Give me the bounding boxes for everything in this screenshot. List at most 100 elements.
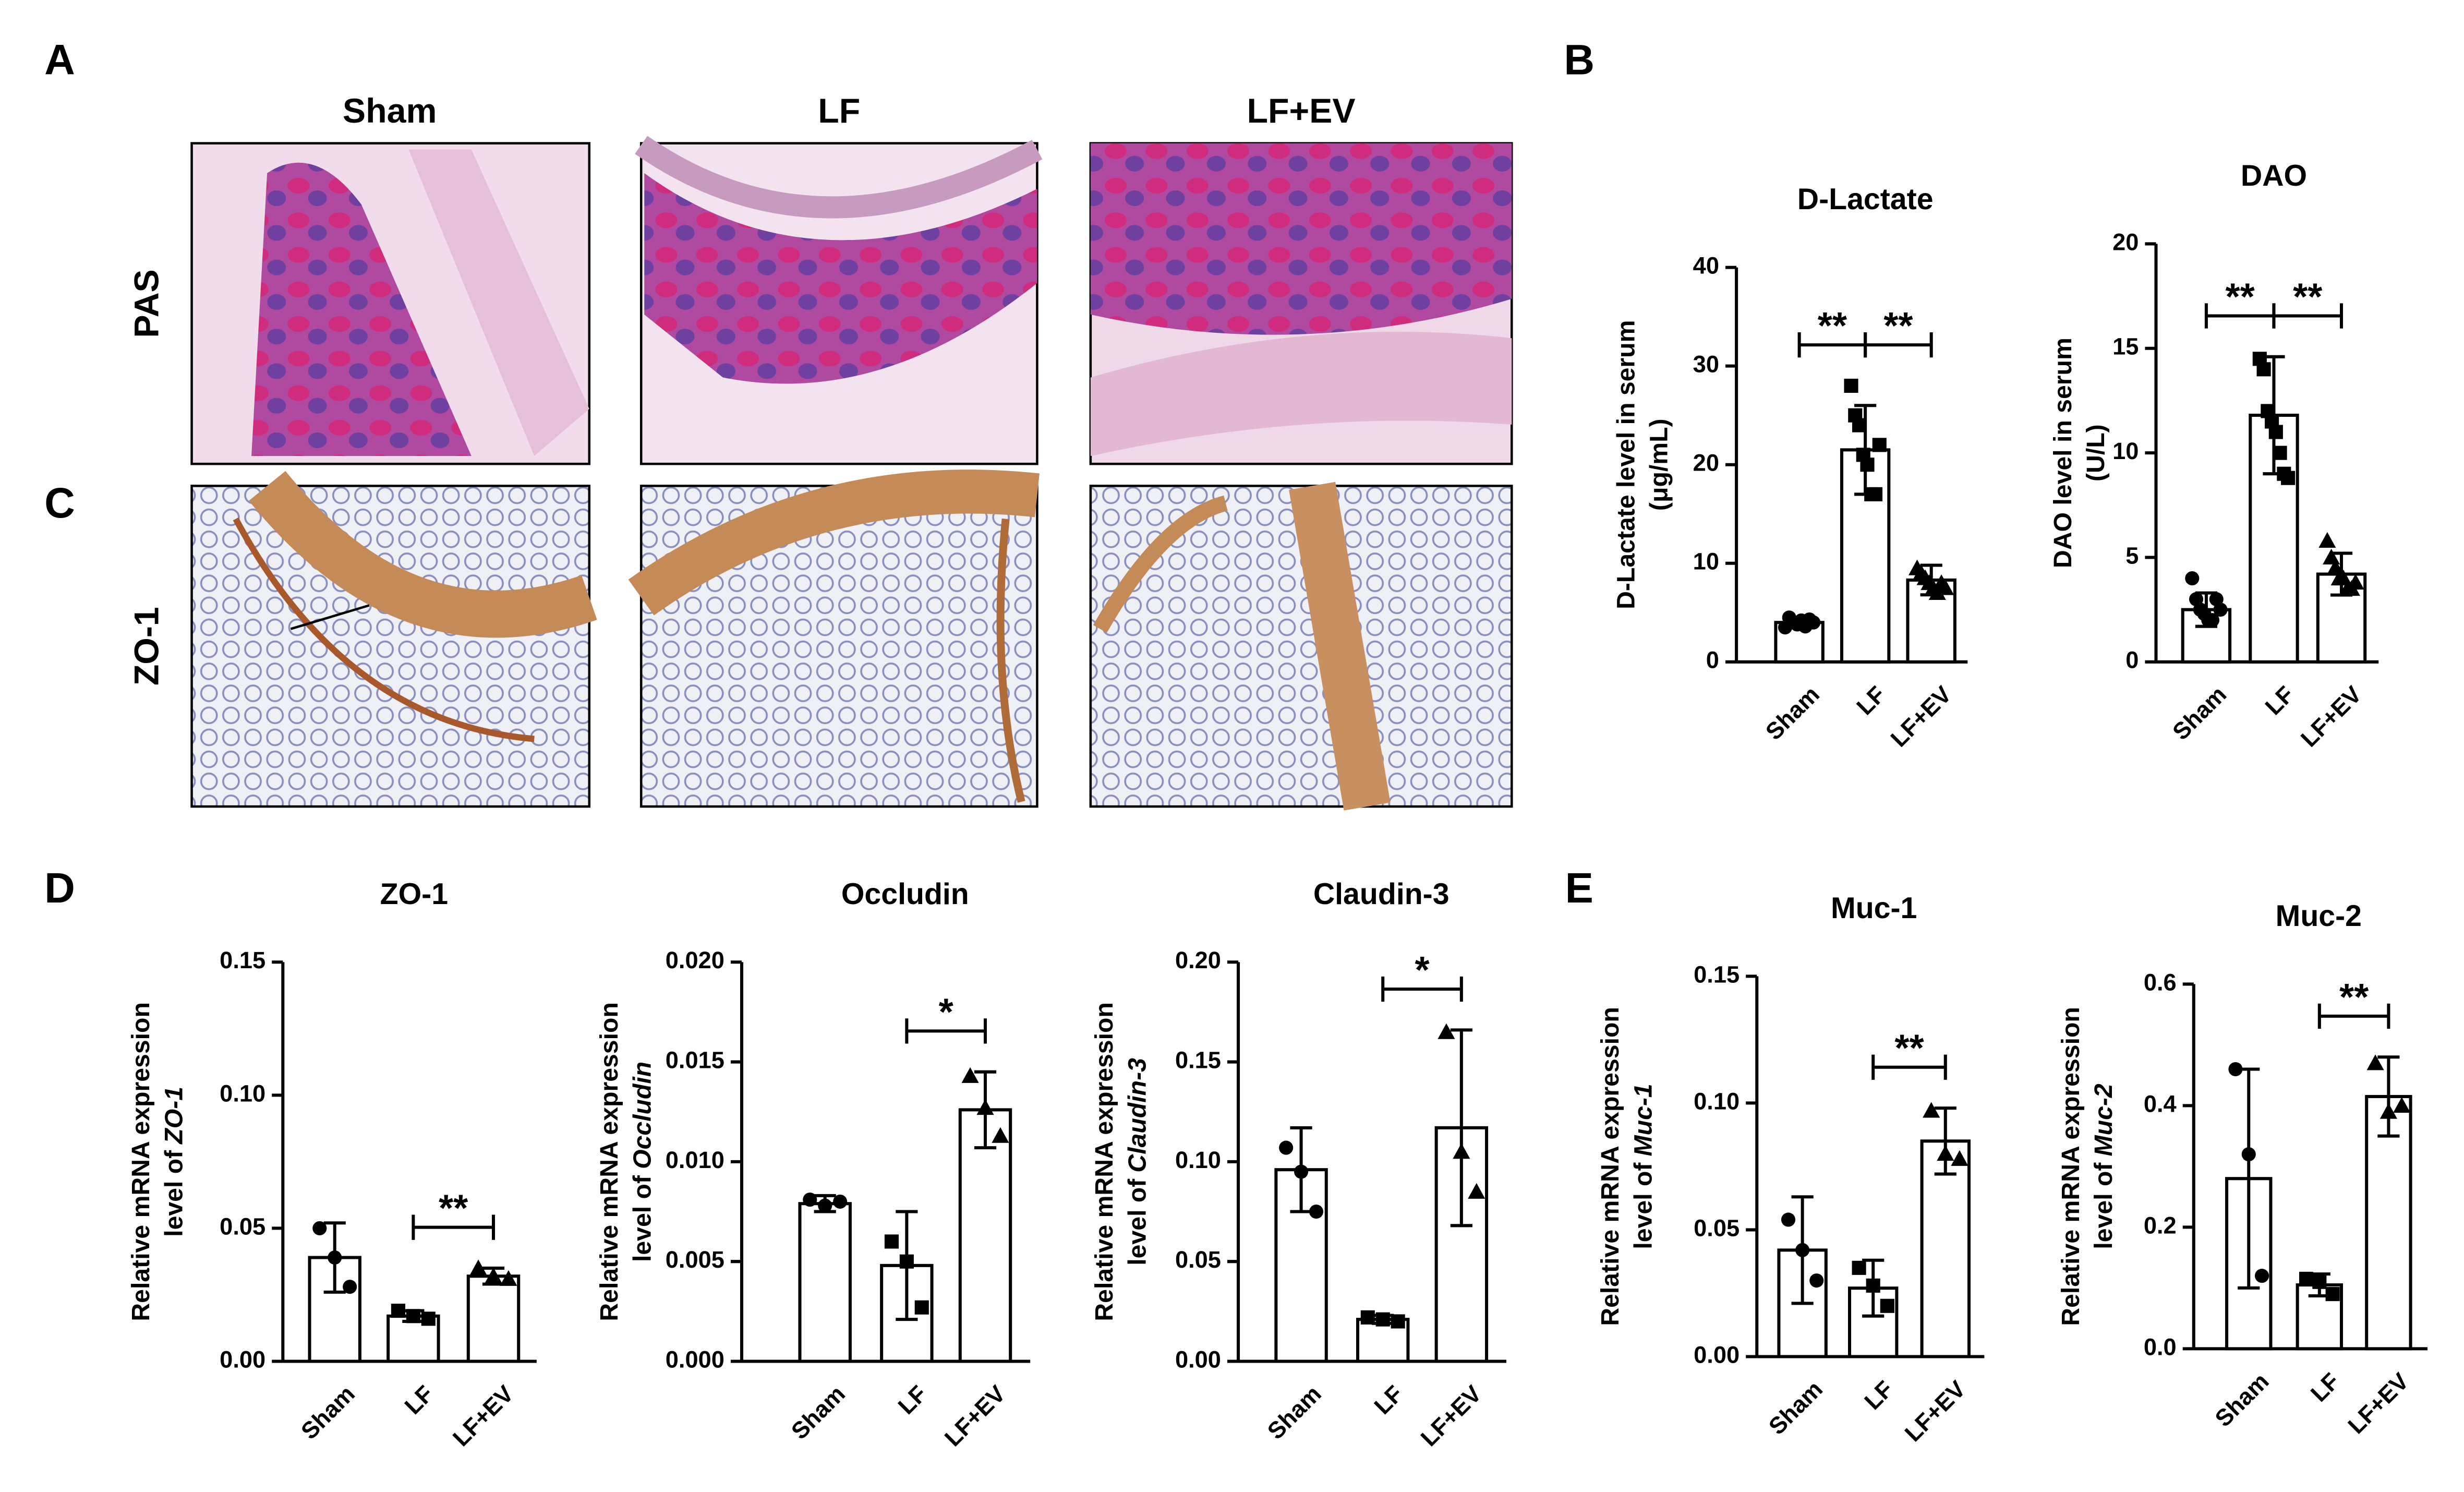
data-point xyxy=(803,1193,817,1207)
y-axis-label: Relative mRNA expression level of Muc-2 xyxy=(2057,1007,2118,1326)
y-tick-label: 0.15 xyxy=(220,947,265,973)
significance-label: ** xyxy=(1883,305,1913,347)
data-point xyxy=(1781,1212,1796,1227)
data-point xyxy=(2318,532,2336,548)
y-tick-label: 30 xyxy=(1693,351,1719,378)
significance-bracket xyxy=(412,1214,496,1240)
y-axis-label: Relative mRNA expression level of Claudin-… xyxy=(1090,1002,1151,1321)
y-tick-label: 0.010 xyxy=(666,1147,724,1173)
panel-label: B xyxy=(1564,36,1595,83)
y-axis-label-line: Relative mRNA expression xyxy=(1090,1002,1118,1321)
significance-label: ** xyxy=(439,1188,468,1230)
significance-label: ** xyxy=(1894,1028,1924,1069)
y-tick-label: 0 xyxy=(1706,647,1719,673)
y-axis-label-line: (U/L) xyxy=(2082,424,2110,482)
significance-bracket xyxy=(2272,303,2344,329)
data-point xyxy=(2228,1062,2243,1077)
bar xyxy=(466,1274,521,1363)
y-tick-label: 0.15 xyxy=(1175,1047,1221,1074)
data-point xyxy=(1468,1183,1485,1199)
significance-bracket xyxy=(1381,976,1463,1002)
data-point xyxy=(2213,603,2228,617)
x-tick-label: LF+EV xyxy=(939,1380,1010,1451)
y-axis-label-line: (μg/mL) xyxy=(1645,418,1673,511)
data-point xyxy=(500,1270,517,1286)
y-axis-label-line: level of xyxy=(628,1175,656,1262)
x-tick-label: Sham xyxy=(1764,1376,1828,1440)
data-point xyxy=(328,1250,342,1265)
significance-bracket xyxy=(1864,332,1933,358)
data-point xyxy=(1360,1310,1375,1325)
y-axis-label-line: level of xyxy=(160,1150,188,1237)
y-tick-label: 0.10 xyxy=(220,1080,265,1106)
y-tick-label: 0.005 xyxy=(666,1246,724,1273)
y-tick-label: 0.10 xyxy=(1694,1088,1740,1114)
data-point xyxy=(961,1067,979,1083)
y-tick-label: 20 xyxy=(2112,228,2139,255)
bar xyxy=(798,1202,852,1363)
column-header: LF xyxy=(818,92,860,130)
data-point xyxy=(421,1311,436,1326)
data-point xyxy=(1438,1023,1455,1039)
y-axis-label: Relative mRNA expression level of Muc-1 xyxy=(1596,1007,1657,1326)
data-point xyxy=(1937,1145,1954,1161)
data-point xyxy=(884,1234,899,1249)
data-point xyxy=(391,1304,405,1318)
data-point xyxy=(2323,548,2340,565)
data-point xyxy=(1795,1243,1810,1257)
significance-bracket xyxy=(905,1018,987,1044)
data-point xyxy=(992,1127,1009,1143)
data-point xyxy=(312,1221,327,1235)
data-point xyxy=(1937,579,1954,595)
y-axis-label-gene: Muc-2 xyxy=(2089,1084,2118,1156)
y-axis-label-line: D-Lactate level in serum xyxy=(1612,320,1640,609)
y-tick-label: 0.00 xyxy=(1175,1346,1221,1373)
data-point xyxy=(2299,1271,2314,1286)
data-point xyxy=(1868,487,1883,501)
data-point xyxy=(1852,418,1867,432)
y-axis-label: D-Lactate level in serum (μg/mL) xyxy=(1612,320,1673,609)
y-tick-label: 0.6 xyxy=(2144,969,2177,995)
bar xyxy=(2365,1094,2412,1351)
histology-images xyxy=(190,136,1513,811)
y-tick-label: 0.015 xyxy=(666,1047,724,1074)
panel-label: E xyxy=(1565,864,1593,912)
data-point xyxy=(2325,1286,2340,1302)
data-point xyxy=(469,1259,487,1276)
y-axis-label-line: level of xyxy=(1629,1162,1657,1249)
y-tick-label: 10 xyxy=(1693,548,1719,575)
x-tick-label: LF+EV xyxy=(448,1380,518,1451)
panel-label: A xyxy=(44,36,75,83)
y-tick-label: 0.05 xyxy=(1694,1214,1740,1241)
data-point xyxy=(1951,1150,1968,1166)
chart-title: D-Lactate xyxy=(1797,183,1934,216)
significance-label: * xyxy=(1415,949,1430,991)
y-tick-label: 15 xyxy=(2112,333,2139,360)
x-tick-label: Sham xyxy=(2210,1368,2274,1432)
y-tick-label: 0.0 xyxy=(2144,1333,2177,1360)
data-point xyxy=(833,1194,848,1209)
data-point xyxy=(1923,1102,1940,1118)
column-header: LF+EV xyxy=(1247,92,1356,130)
x-tick-label: LF+EV xyxy=(1886,681,1956,752)
row-label: PAS xyxy=(128,269,166,338)
y-tick-label: 0.020 xyxy=(666,947,724,973)
data-point xyxy=(2393,1097,2411,1113)
chart-title: DAO xyxy=(2241,159,2307,192)
x-tick-label: LF+EV xyxy=(2342,1368,2413,1439)
chart-title: Occludin xyxy=(841,877,969,911)
y-tick-label: 0.4 xyxy=(2144,1090,2177,1117)
data-point xyxy=(2312,1274,2327,1289)
significance-label: * xyxy=(939,991,954,1033)
data-point xyxy=(1809,1273,1824,1288)
y-axis-label-line: Relative mRNA expression xyxy=(595,1002,623,1321)
chart-title: Muc-2 xyxy=(2276,899,2362,933)
y-tick-label: 0.2 xyxy=(2144,1212,2177,1238)
data-point xyxy=(2380,1103,2397,1119)
y-tick-label: 10 xyxy=(2112,438,2139,464)
